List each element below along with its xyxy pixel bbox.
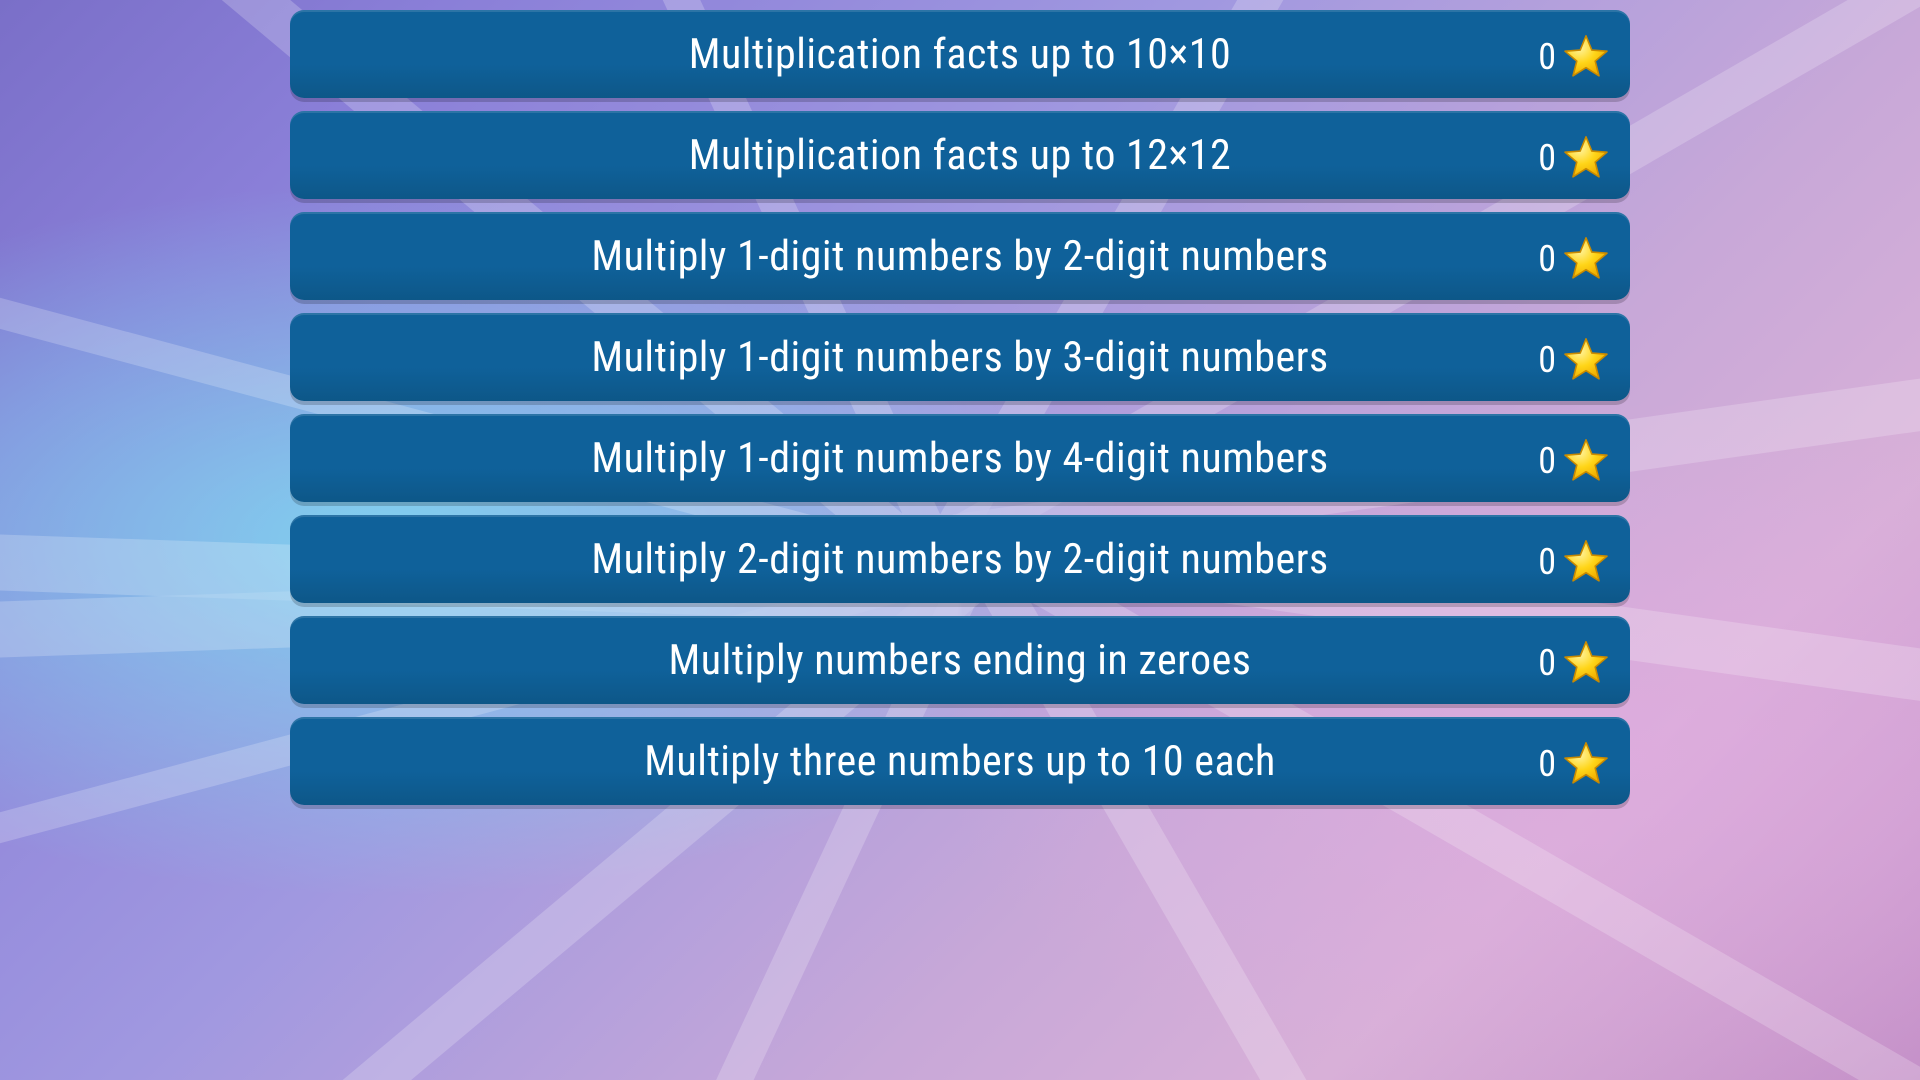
lesson-item-label: Multiply three numbers up to 10 each <box>644 737 1276 786</box>
lesson-item[interactable]: Multiplication facts up to 10×10 0 <box>290 10 1630 98</box>
lesson-item-label: Multiply 1-digit numbers by 3-digit numb… <box>591 333 1328 382</box>
lesson-score: 0 <box>1538 437 1610 485</box>
lesson-item[interactable]: Multiply 1-digit numbers by 4-digit numb… <box>290 414 1630 502</box>
star-icon <box>1562 33 1610 81</box>
lesson-item[interactable]: Multiply 2-digit numbers by 2-digit numb… <box>290 515 1630 603</box>
lesson-item-label: Multiply 1-digit numbers by 2-digit numb… <box>591 232 1328 281</box>
lesson-item[interactable]: Multiply 1-digit numbers by 3-digit numb… <box>290 313 1630 401</box>
lesson-item-label: Multiply 2-digit numbers by 2-digit numb… <box>591 535 1328 584</box>
lesson-item-label: Multiplication facts up to 12×12 <box>689 131 1232 180</box>
lesson-item[interactable]: Multiply 1-digit numbers by 2-digit numb… <box>290 212 1630 300</box>
lesson-list: Multiplication facts up to 10×10 0 Multip… <box>290 10 1630 805</box>
score-value: 0 <box>1538 137 1556 179</box>
lesson-item[interactable]: Multiplication facts up to 12×12 0 <box>290 111 1630 199</box>
lesson-score: 0 <box>1538 134 1610 182</box>
lesson-score: 0 <box>1538 740 1610 788</box>
star-icon <box>1562 235 1610 283</box>
lesson-item-label: Multiply 1-digit numbers by 4-digit numb… <box>591 434 1328 483</box>
star-icon <box>1562 538 1610 586</box>
star-icon <box>1562 639 1610 687</box>
star-icon <box>1562 134 1610 182</box>
score-value: 0 <box>1538 339 1556 381</box>
lesson-score: 0 <box>1538 336 1610 384</box>
lesson-item-label: Multiply numbers ending in zeroes <box>669 636 1252 685</box>
score-value: 0 <box>1538 642 1556 684</box>
score-value: 0 <box>1538 36 1556 78</box>
score-value: 0 <box>1538 238 1556 280</box>
star-icon <box>1562 740 1610 788</box>
score-value: 0 <box>1538 541 1556 583</box>
lesson-item[interactable]: Multiply numbers ending in zeroes 0 <box>290 616 1630 704</box>
star-icon <box>1562 437 1610 485</box>
lesson-item-label: Multiplication facts up to 10×10 <box>689 30 1232 79</box>
lesson-score: 0 <box>1538 33 1610 81</box>
lesson-score: 0 <box>1538 538 1610 586</box>
score-value: 0 <box>1538 743 1556 785</box>
lesson-score: 0 <box>1538 235 1610 283</box>
lesson-item[interactable]: Multiply three numbers up to 10 each 0 <box>290 717 1630 805</box>
score-value: 0 <box>1538 440 1556 482</box>
lesson-score: 0 <box>1538 639 1610 687</box>
star-icon <box>1562 336 1610 384</box>
